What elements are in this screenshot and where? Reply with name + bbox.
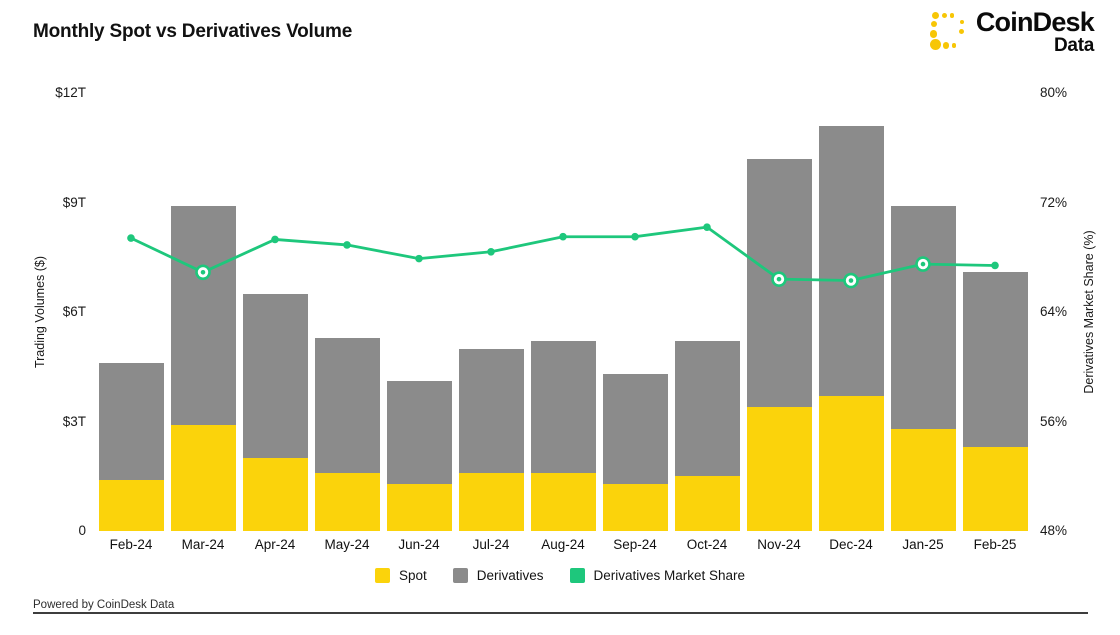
coindesk-dots-icon xyxy=(929,11,970,51)
x-axis-label: Mar-24 xyxy=(181,537,225,552)
logo-dot xyxy=(959,20,964,24)
bar-derivatives-segment xyxy=(818,125,884,396)
legend: Spot Derivatives Derivatives Market Share xyxy=(0,568,1120,583)
brand-subtitle: Data xyxy=(1054,35,1094,56)
bar-spot-segment xyxy=(674,476,740,531)
legend-swatch-icon xyxy=(452,568,468,583)
logo-dot xyxy=(941,13,947,18)
x-axis-label: Jun-24 xyxy=(398,537,440,552)
right-axis-tick: 56% xyxy=(1040,413,1068,429)
market-share-point xyxy=(271,235,279,244)
right-axis-tick: 80% xyxy=(1040,85,1068,100)
bar-spot-segment xyxy=(314,472,380,531)
x-axis-label: Dec-24 xyxy=(829,537,873,552)
bar-spot-segment xyxy=(746,406,812,531)
market-share-point xyxy=(991,261,999,270)
left-axis-tick: $12T xyxy=(55,85,86,100)
bar-spot-segment xyxy=(98,479,164,531)
x-axis-label: Jul-24 xyxy=(472,537,510,552)
x-axis-label: Apr-24 xyxy=(254,537,296,552)
market-share-point xyxy=(343,241,351,249)
right-axis-tick: 64% xyxy=(1040,304,1068,319)
legend-item-derivatives: Derivatives xyxy=(452,568,544,583)
x-axis-label: Feb-25 xyxy=(973,537,1017,552)
footer-attribution: Powered by CoinDesk Data xyxy=(33,599,175,611)
logo-dot xyxy=(942,42,950,49)
bar-derivatives-segment xyxy=(314,337,380,473)
x-axis-label: May-24 xyxy=(324,537,370,552)
right-axis-title: Derivatives Market Share (%) xyxy=(1082,230,1096,394)
bar-derivatives-segment xyxy=(458,348,524,473)
x-axis-label: Oct-24 xyxy=(686,537,728,552)
x-axis-label: Jan-25 xyxy=(902,537,944,552)
bar-derivatives-segment xyxy=(386,381,452,484)
right-axis-tick: 48% xyxy=(1040,523,1068,538)
legend-label: Derivatives Market Share xyxy=(593,568,746,583)
logo-dot xyxy=(958,29,964,34)
bar-spot-segment xyxy=(170,425,236,531)
bar-derivatives-segment xyxy=(242,293,308,458)
market-share-point xyxy=(415,254,423,263)
legend-swatch-icon xyxy=(569,568,585,583)
bar-derivatives-segment xyxy=(98,363,164,480)
bar-spot-segment xyxy=(530,472,596,531)
logo-dot xyxy=(931,12,939,19)
bar-spot-segment xyxy=(242,458,308,531)
x-axis-label: Sep-24 xyxy=(613,537,657,552)
bar-derivatives-segment xyxy=(170,206,236,426)
bar-spot-segment xyxy=(818,395,884,531)
legend-item-spot: Spot xyxy=(374,568,427,583)
brand-name: CoinDesk xyxy=(975,7,1095,37)
bar-spot-segment xyxy=(890,428,956,531)
bar-derivatives-segment xyxy=(890,206,956,429)
legend-swatch-icon xyxy=(374,568,390,583)
logo-dot xyxy=(949,13,955,18)
market-share-point xyxy=(559,232,567,241)
left-axis-tick: 0 xyxy=(78,523,86,538)
footer-rule xyxy=(33,612,1088,614)
bar-spot-segment xyxy=(386,483,452,531)
logo-dot xyxy=(951,43,957,48)
market-share-point xyxy=(127,234,135,242)
left-axis-tick: $6T xyxy=(62,304,86,319)
bar-derivatives-segment xyxy=(962,271,1028,448)
bar-derivatives-segment xyxy=(674,341,740,477)
bar-derivatives-segment xyxy=(746,158,812,407)
x-axis-label: Nov-24 xyxy=(757,537,801,552)
logo-dot xyxy=(930,21,937,27)
bar-spot-segment xyxy=(962,447,1028,531)
left-axis-tick: $3T xyxy=(62,413,86,429)
left-axis-tick: $9T xyxy=(62,194,86,210)
chart-title: Monthly Spot vs Derivatives Volume xyxy=(33,21,353,42)
plot-area xyxy=(95,93,1031,531)
legend-label: Spot xyxy=(398,568,427,583)
market-share-point xyxy=(703,223,711,231)
x-axis-label: Aug-24 xyxy=(541,537,585,552)
coindesk-logo: CoinDesk Data xyxy=(929,7,1095,56)
legend-item-derivatives-market-share: Derivatives Market Share xyxy=(569,568,746,583)
legend-label: Derivatives xyxy=(476,568,544,583)
logo-dot xyxy=(929,30,938,38)
bar-derivatives-segment xyxy=(530,341,596,473)
right-axis-tick: 72% xyxy=(1040,194,1068,210)
bar-spot-segment xyxy=(458,472,524,531)
bar-spot-segment xyxy=(602,483,668,531)
market-share-point xyxy=(631,232,639,241)
logo-dot xyxy=(929,39,941,50)
market-share-point xyxy=(487,247,495,256)
bar-derivatives-segment xyxy=(602,374,668,484)
x-axis-label: Feb-24 xyxy=(109,537,153,552)
